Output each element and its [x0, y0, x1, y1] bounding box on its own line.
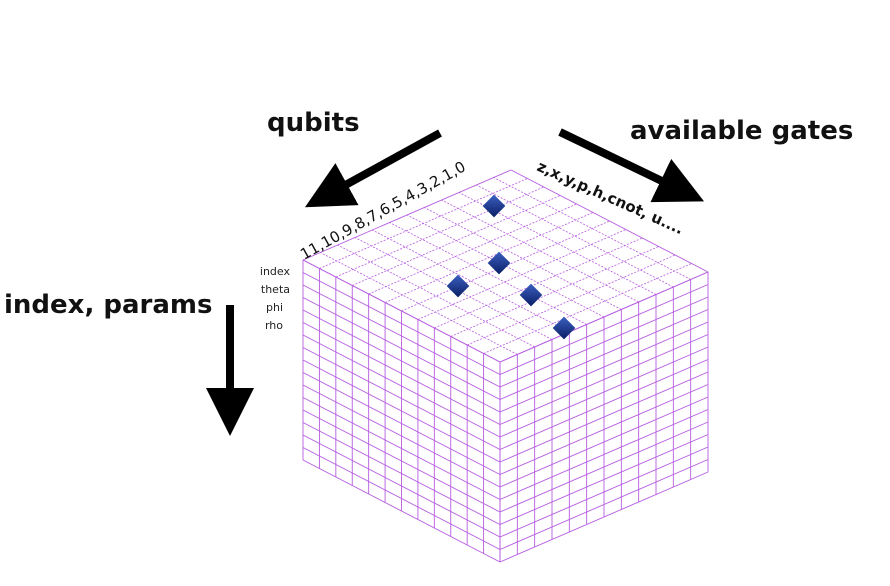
grid-line: [499, 271, 709, 363]
grid-line: [499, 459, 709, 550]
grid-line: [510, 169, 709, 273]
grid-line: [499, 396, 709, 488]
param-label: rho: [265, 319, 283, 332]
grid-line: [302, 447, 501, 550]
grid-line: [302, 372, 501, 475]
grid-line: [389, 222, 587, 325]
grid-line: [450, 246, 659, 337]
grid-line: [499, 309, 709, 400]
grid-line: [424, 207, 622, 310]
gate-marker: [552, 316, 576, 340]
grid-line: [302, 284, 501, 388]
params-label: index, params: [4, 290, 212, 320]
grid-line: [302, 322, 501, 425]
grid-line: [372, 229, 570, 333]
grid-line: [499, 359, 709, 450]
grid-line: [335, 186, 544, 278]
qubit-indices: 11,10,9,8,7,6,5,4,3,2,1,0: [297, 158, 468, 264]
grid-line: [499, 434, 709, 525]
grid-line: [302, 359, 501, 463]
grid-line: [302, 334, 501, 438]
param-label: theta: [261, 283, 290, 296]
grid-line: [499, 284, 709, 375]
grid-line: [499, 334, 709, 425]
grid-line: [493, 177, 691, 280]
grid-line: [302, 309, 501, 413]
grid-line: [499, 321, 709, 413]
gate-list: z,x,y,p,h,cnot, u....: [534, 157, 686, 238]
grid-line: [499, 346, 709, 438]
grid-line: [354, 237, 553, 340]
param-label: phi: [266, 301, 283, 314]
qubits-label: qubits: [267, 108, 360, 138]
qubits-arrow: [304, 129, 442, 208]
grid-line: [320, 252, 518, 355]
grid-line: [302, 347, 501, 450]
grid-line: [499, 296, 709, 388]
param-label: index: [260, 265, 291, 278]
grid-line: [499, 471, 709, 563]
grid-line: [302, 259, 501, 363]
grid-line: [458, 192, 657, 295]
grid-line: [302, 422, 501, 525]
grid-line: [499, 384, 709, 475]
grid-line: [499, 409, 709, 500]
grid-line: [337, 244, 535, 348]
gate-marker: [487, 251, 511, 275]
grid-line: [499, 421, 709, 513]
gates-arrow: [558, 128, 705, 203]
grid-line: [302, 409, 501, 513]
grid-line: [302, 384, 501, 488]
grid-line: [406, 214, 605, 318]
grid-line: [302, 434, 501, 538]
grid-line: [499, 371, 709, 463]
gate-marker: [519, 283, 543, 307]
grid-line: [384, 212, 594, 303]
tensor-cube: [302, 169, 709, 563]
grid-line: [302, 272, 501, 375]
grid-line: [302, 459, 501, 563]
grid-line: [302, 397, 501, 500]
grid-line: [441, 199, 639, 303]
grid-line: [499, 446, 709, 538]
grid-line: [476, 184, 674, 288]
gates-label: available gates: [630, 116, 853, 146]
grid-line: [302, 297, 501, 400]
